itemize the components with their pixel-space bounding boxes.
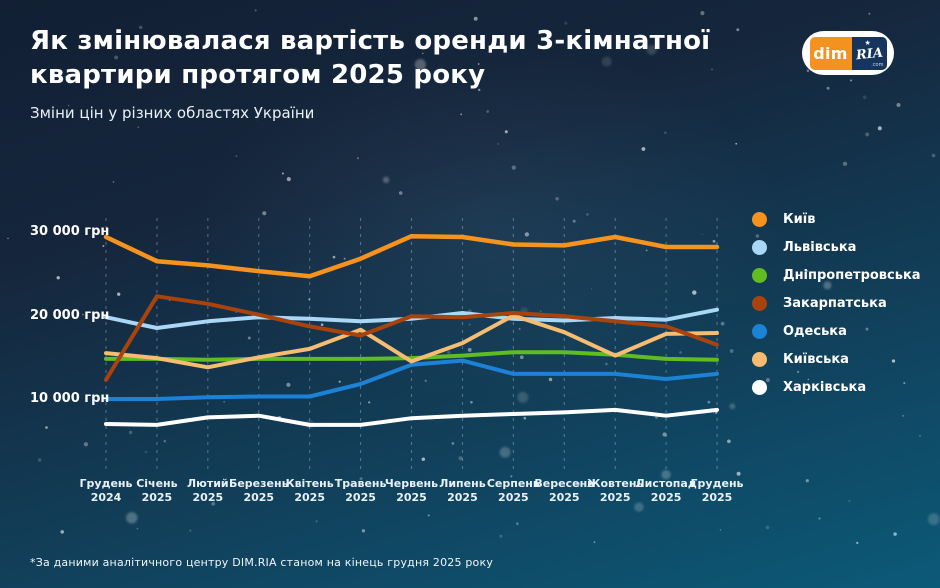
x-tick-label-5: Травень 2025	[330, 477, 392, 505]
x-tick-year: 2025	[650, 491, 682, 504]
x-tick-label-11: Листопад 2025	[635, 477, 697, 505]
legend-dot-icon	[752, 380, 767, 395]
x-tick-month: Березень	[228, 477, 289, 490]
legend-label: Київ	[783, 212, 816, 227]
legend-dot-icon	[752, 212, 767, 227]
x-tick-year: 2025	[141, 491, 173, 504]
x-tick-year: 2025	[294, 491, 325, 504]
legend-dot-icon	[752, 240, 767, 255]
x-tick-year: 2024	[90, 491, 122, 504]
logo-ria-badge: ★ RIA .com	[851, 36, 887, 70]
legend-item-0: Київ	[752, 212, 921, 227]
x-tick-label-3: Березень 2025	[228, 477, 290, 505]
x-tick-label-6: Червень 2025	[381, 477, 443, 505]
legend-item-6: Харківська	[752, 380, 921, 395]
page-subtitle: Зміни цін у різних областях України	[30, 104, 315, 122]
x-tick-year: 2025	[396, 491, 427, 504]
logo-star-icon: ★	[864, 38, 871, 47]
x-tick-year: 2025	[345, 491, 376, 504]
legend-dot-icon	[752, 268, 767, 283]
chart-line-0	[103, 233, 720, 279]
legend-label: Закарпатська	[783, 296, 887, 311]
legend-item-1: Львівська	[752, 240, 921, 255]
x-tick-label-0: Грудень 2024	[75, 477, 137, 505]
x-tick-month: Вересень	[534, 477, 595, 490]
x-tick-label-1: Січень 2025	[126, 477, 188, 505]
dim-ria-logo: dim ★ RIA .com	[802, 31, 894, 75]
x-tick-label-10: Жовтень 2025	[584, 477, 646, 505]
x-tick-month: Жовтень	[587, 477, 644, 490]
x-tick-year: 2025	[192, 491, 224, 504]
x-tick-year: 2025	[447, 491, 478, 504]
legend-label: Київська	[783, 352, 849, 367]
x-tick-month: Червень	[384, 477, 439, 490]
chart-line-1	[104, 307, 719, 330]
logo-dim-badge: dim	[809, 36, 852, 70]
chart-line-4	[104, 358, 719, 401]
legend-item-3: Закарпатська	[752, 296, 921, 311]
logo-com-text: .com	[871, 61, 884, 68]
x-tick-label-2: Лютий 2025	[177, 477, 239, 505]
legend-item-5: Київська	[752, 352, 921, 367]
y-tick-label-2: 10 000 грн	[30, 391, 110, 406]
x-tick-label-9: Вересень 2025	[533, 477, 595, 505]
chart-line-5	[104, 313, 719, 370]
legend-dot-icon	[752, 324, 767, 339]
chart-line-3	[104, 294, 719, 382]
y-tick-label-1: 20 000 грн	[30, 307, 110, 323]
x-tick-label-4: Квітень 2025	[279, 477, 341, 505]
x-tick-month: Січень	[136, 477, 178, 490]
x-tick-label-12: Грудень 2025	[686, 477, 748, 505]
legend-label: Дніпропетровська	[783, 268, 921, 283]
legend-label: Одеська	[783, 324, 847, 339]
x-tick-label-7: Липень 2025	[431, 477, 493, 505]
x-tick-year: 2025	[243, 491, 275, 504]
chart-line-6	[104, 407, 719, 427]
x-tick-month: Липень	[439, 477, 486, 490]
page-title: Як змінювалася вартість оренди 3-кімнатн…	[30, 26, 711, 90]
x-tick-month: Листопад	[635, 477, 697, 490]
chart-legend: Київ Львівська Дніпропетровська Закарпатськ…	[752, 212, 921, 395]
x-tick-month: Грудень	[79, 477, 133, 490]
x-tick-month: Грудень	[690, 477, 744, 490]
x-tick-year: 2025	[599, 491, 631, 504]
x-tick-month: Лютий	[187, 477, 229, 490]
legend-dot-icon	[752, 352, 767, 367]
x-tick-month: Квітень	[285, 477, 334, 490]
x-tick-label-8: Серпень 2025	[482, 477, 544, 505]
footer-source-note: *За даними аналітичного центру DIM.RIA с…	[30, 556, 494, 569]
x-tick-year: 2025	[548, 491, 580, 504]
legend-item-2: Дніпропетровська	[752, 268, 921, 283]
legend-dot-icon	[752, 296, 767, 311]
x-tick-month: Травень	[334, 477, 387, 490]
x-tick-year: 2025	[701, 491, 733, 504]
legend-item-4: Одеська	[752, 324, 921, 339]
y-tick-label-0: 30 000 грн	[30, 224, 110, 239]
legend-label: Харківська	[783, 380, 867, 395]
x-tick-month: Серпень	[486, 477, 540, 490]
x-tick-year: 2025	[498, 491, 529, 504]
legend-label: Львівська	[783, 240, 857, 255]
